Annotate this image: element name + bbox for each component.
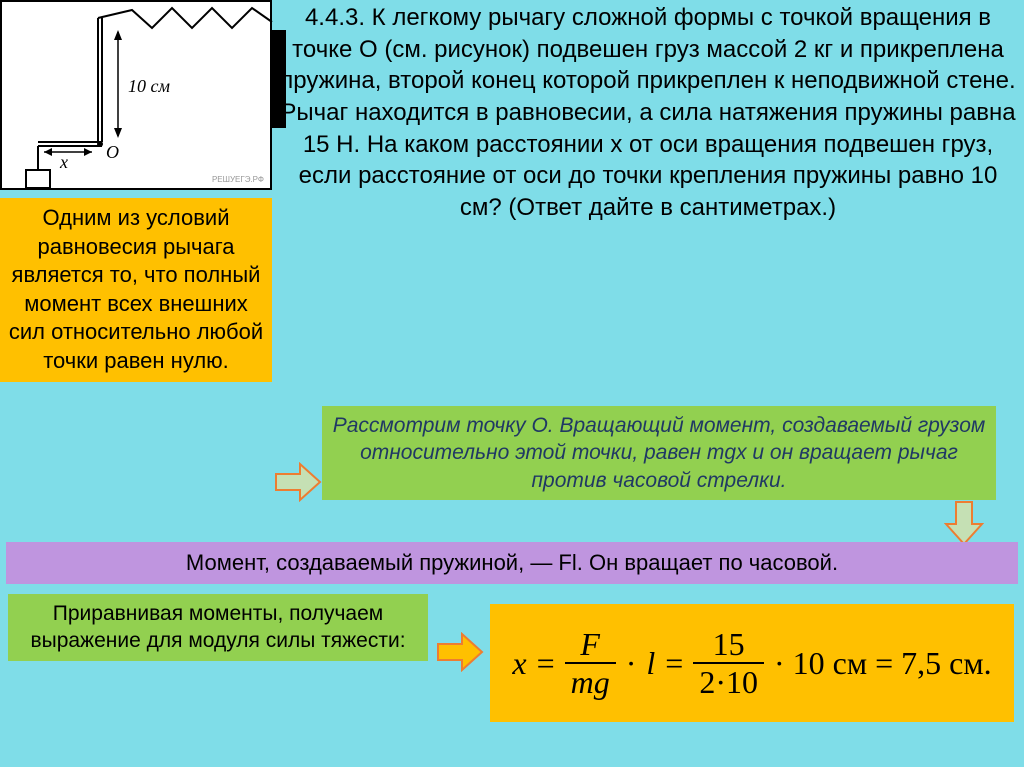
problem-statement: 4.4.3. К легкому рычагу сложной формы с … <box>278 2 1018 224</box>
formula-lhs: x <box>512 645 526 682</box>
physics-diagram: 10 см x O РЕШУЕГЭ.РФ <box>0 0 272 190</box>
formula: x = F mg · l = 15 2·10 · 10 см = 7,5 см. <box>512 628 991 698</box>
diagram-svg <box>2 2 274 192</box>
frac2-num: 15 <box>707 628 751 662</box>
solution1-text: Рассмотрим точку O. Вращающий момент, со… <box>333 414 986 492</box>
problem-body: К легкому рычагу сложной формы с точкой … <box>280 4 1015 221</box>
arrow-right-1 <box>274 462 322 507</box>
formula-frac2: 15 2·10 <box>693 628 764 698</box>
hint-box: Одним из условий равновесия рычага являе… <box>0 198 272 382</box>
watermark: РЕШУЕГЭ.РФ <box>212 175 264 184</box>
formula-frac1: F mg <box>565 628 616 698</box>
formula-l: l <box>646 645 655 682</box>
solution-step-2: Момент, создаваемый пружиной, — Fl. Он в… <box>6 542 1018 584</box>
solution-step-3: Приравнивая моменты, получаем выражение … <box>8 594 428 661</box>
formula-tail: · 10 см = 7,5 см. <box>774 645 992 682</box>
formula-eq2: = <box>665 645 683 682</box>
solution-step-1: Рассмотрим точку O. Вращающий момент, со… <box>322 406 996 500</box>
arrow-right-2 <box>436 632 484 677</box>
formula-eq1: = <box>537 645 555 682</box>
frac2-den: 2·10 <box>693 662 764 698</box>
label-x: x <box>60 152 68 173</box>
label-10cm: 10 см <box>128 76 170 97</box>
formula-dot1: · <box>626 645 637 682</box>
label-o: O <box>106 142 119 163</box>
problem-number: 4.4.3. <box>305 4 365 31</box>
frac1-num: F <box>574 628 606 662</box>
formula-box: x = F mg · l = 15 2·10 · 10 см = 7,5 см. <box>490 604 1014 722</box>
frac1-den: mg <box>565 662 616 698</box>
